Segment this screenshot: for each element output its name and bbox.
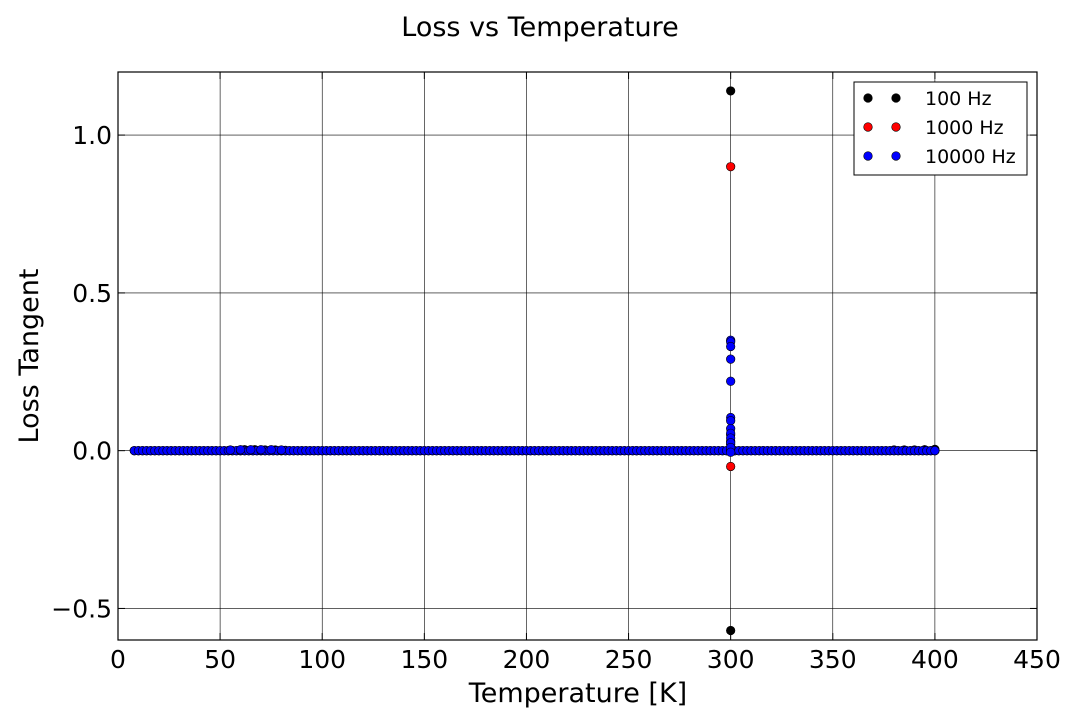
legend-entry: 1000 Hz bbox=[863, 117, 1004, 139]
x-tick-label: 0 bbox=[110, 645, 126, 674]
legend: 100 Hz 1000 Hz 10000 Hz bbox=[853, 81, 1028, 176]
data-point bbox=[276, 445, 286, 455]
legend-marker bbox=[891, 93, 901, 103]
data-point bbox=[266, 445, 276, 455]
legend-marker bbox=[863, 93, 873, 103]
x-tick-label: 150 bbox=[400, 645, 448, 674]
data-points bbox=[129, 86, 940, 636]
axis-ticks: 0 50 100 150 200 250 300 350 400 450 −0.5 0.0 0.5 1.0 bbox=[51, 72, 1061, 674]
y-tick-label: −0.5 bbox=[51, 594, 112, 623]
data-point bbox=[726, 354, 736, 364]
legend-entry: 100 Hz bbox=[863, 88, 992, 110]
x-tick-label: 350 bbox=[809, 645, 857, 674]
data-point bbox=[726, 447, 736, 457]
x-tick-label: 400 bbox=[911, 645, 959, 674]
legend-label: 1000 Hz bbox=[925, 117, 1004, 139]
plot-area-frame bbox=[117, 71, 1038, 641]
data-point bbox=[726, 86, 736, 96]
data-point bbox=[256, 445, 266, 455]
y-tick-label: 0.0 bbox=[72, 437, 112, 466]
series-10000-hz bbox=[129, 335, 940, 457]
data-point bbox=[726, 162, 736, 172]
legend-marker bbox=[891, 151, 901, 161]
legend-box bbox=[853, 81, 1028, 176]
legend-marker bbox=[863, 151, 873, 161]
y-tick-label: 0.5 bbox=[72, 279, 112, 308]
series-100-hz bbox=[129, 86, 940, 636]
data-point bbox=[246, 445, 256, 455]
legend-entry: 10000 Hz bbox=[863, 146, 1016, 168]
legend-marker bbox=[891, 122, 901, 132]
series-1000-hz bbox=[129, 162, 940, 472]
legend-label: 10000 Hz bbox=[925, 146, 1016, 168]
data-point bbox=[726, 461, 736, 472]
legend-label: 100 Hz bbox=[925, 88, 992, 110]
chart-title: Loss vs Temperature bbox=[401, 12, 678, 43]
x-tick-label: 250 bbox=[605, 645, 653, 674]
x-tick-label: 200 bbox=[503, 645, 551, 674]
x-tick-label: 50 bbox=[204, 645, 236, 674]
x-tick-label: 300 bbox=[707, 645, 755, 674]
data-point bbox=[726, 376, 736, 386]
y-axis-label: Loss Tangent bbox=[14, 269, 45, 444]
data-point bbox=[726, 341, 736, 352]
x-tick-label: 100 bbox=[298, 645, 346, 674]
y-tick-label: 1.0 bbox=[72, 121, 112, 150]
x-tick-label: 450 bbox=[1013, 645, 1061, 674]
legend-marker bbox=[863, 122, 873, 132]
data-point bbox=[726, 416, 736, 426]
data-point bbox=[235, 445, 246, 455]
data-point bbox=[930, 446, 940, 456]
data-point bbox=[225, 445, 235, 455]
x-axis-label: Temperature [K] bbox=[468, 678, 687, 709]
